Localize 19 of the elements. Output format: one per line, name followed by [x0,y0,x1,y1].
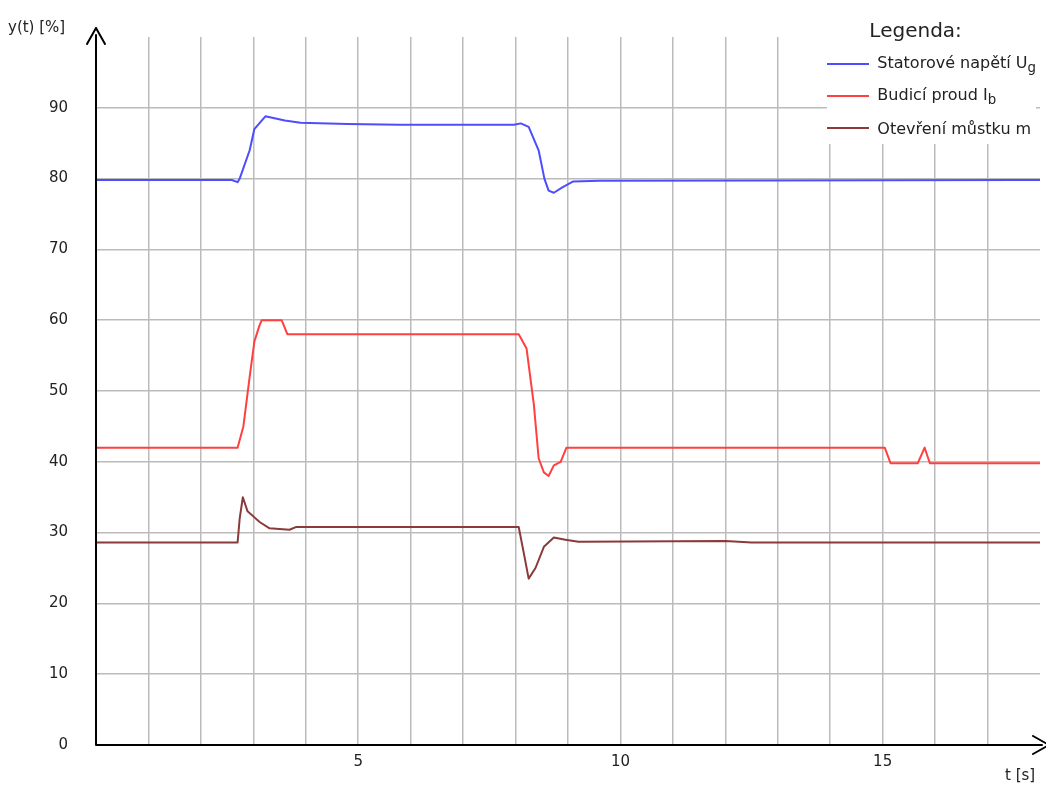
legend-title: Legenda: [869,18,963,42]
y-tick-label: 30 [48,522,68,541]
y-tick-label: 40 [48,451,68,470]
x-tick-label: 15 [873,751,893,770]
y-axis-title: y(t) [%] [8,18,66,36]
y-tick-label: 70 [48,239,68,258]
legend-label: Statorové napětí U$_{g}$ [877,52,1036,76]
y-tick-label: 90 [48,97,68,116]
y-tick-label: 50 [48,380,68,399]
legend-label: Otevření můstku m [877,118,1032,138]
x-tick-label: 10 [610,751,630,770]
y-tick-label: 80 [48,168,68,187]
y-tick-label: 60 [48,310,68,329]
x-axis-title: t [s] [1005,766,1036,784]
legend-label: Budicí proud I$_{b}$ [877,84,997,108]
y-tick-label: 0 [58,734,68,753]
y-tick-label: 20 [48,593,68,612]
x-tick-label: 5 [353,751,363,770]
y-tick-label: 10 [48,664,68,683]
